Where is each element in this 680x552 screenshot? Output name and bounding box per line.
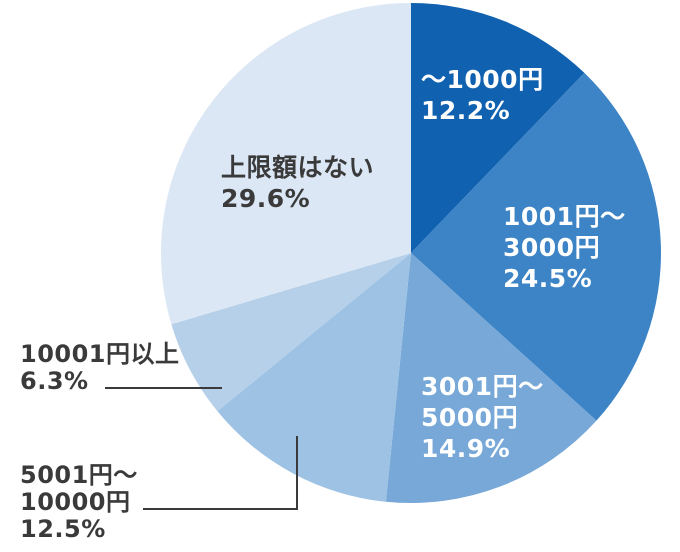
pie-slice-3 xyxy=(385,253,597,504)
slice-label-3001-5000yen: 3001円～ 5000円 14.9% xyxy=(421,372,544,463)
pie-slices-group xyxy=(161,3,662,504)
pie-slice-6 xyxy=(161,3,411,325)
slice-label-10001yen-ijou: 10001円以上 6.3% xyxy=(20,340,180,395)
pie-slice-5 xyxy=(171,253,411,412)
pie-slice-1 xyxy=(411,3,585,253)
slice-label-under-1000yen: ～1000円 12.2% xyxy=(421,65,544,125)
leader-line-5001-10000yen xyxy=(143,436,298,510)
pie-slice-2 xyxy=(411,72,662,421)
slice-label-no-upper-limit: 上限額はない 29.6% xyxy=(221,153,375,213)
slice-label-1001-3000yen: 1001円～ 3000円 24.5% xyxy=(503,202,626,293)
slice-label-5001-10000yen: 5001円～ 10000円 12.5% xyxy=(20,461,138,543)
pie-slice-4 xyxy=(217,253,411,502)
